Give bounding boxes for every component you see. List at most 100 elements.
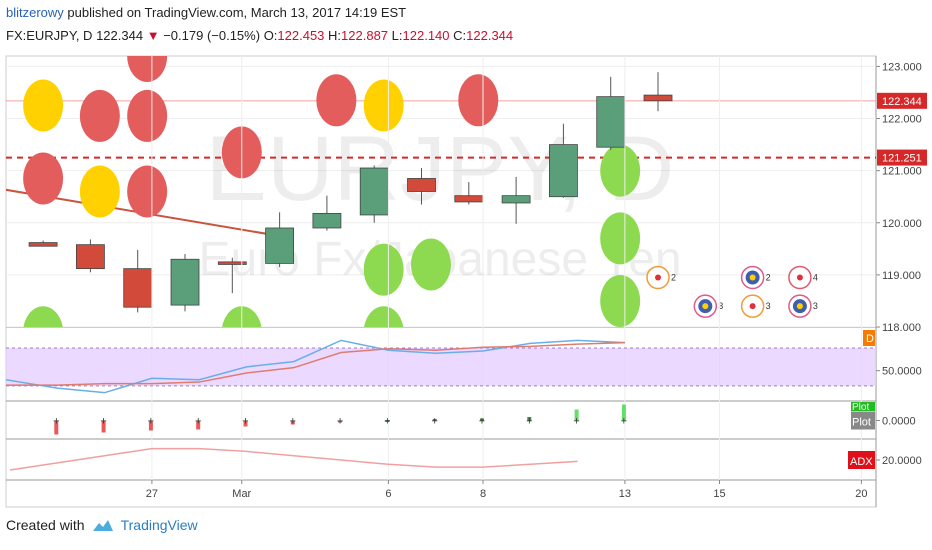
price-tick-label: 118.000 [882,322,921,334]
published-text: published on TradingView.com, March 13, … [67,5,407,20]
adx-badge: ADX [850,456,873,468]
candle-down [217,261,247,265]
histogram-bar [527,417,532,421]
candle-down [123,268,153,308]
created-with-text: Created with [6,517,85,533]
histogram-bar [385,420,390,422]
histogram-cross: + [526,416,532,428]
signal-dot-red [127,165,168,218]
plot-tick-label: 0.0000 [882,416,916,428]
histogram-bar [480,418,484,421]
adx-line [9,447,578,471]
histogram-bar [432,419,437,421]
candle-down [407,178,436,192]
price-change: −0.179 (−0.15%) [163,28,261,43]
plot-badge-gray-bg [851,411,875,430]
tradingview-cloud-icon [92,520,113,531]
time-tick-label: 20 [855,488,867,500]
histogram-cross: + [337,416,343,428]
event-marker-center-icon [749,303,756,310]
signal-dot-red [79,89,120,142]
rsi-tick-label: 50.0000 [882,366,922,378]
candle-up [501,195,531,204]
level-axis-label: 121.251 [882,153,922,165]
signal-dot-yellow [363,79,404,132]
price-tick-label: 121.000 [882,166,922,178]
candle-up [549,144,578,198]
time-tick-label: 8 [480,488,486,500]
signal-dot-red [316,74,357,127]
plot-badge-gray: Plot [852,417,871,429]
histogram-bar [574,409,579,421]
plot-badge-green: Plot [852,402,869,413]
change-down-icon: ▼ [146,28,160,43]
rsi-badge-bg [863,330,875,346]
event-marker-center-icon [702,303,709,310]
price-tick-label: 123.000 [882,61,922,73]
author-link[interactable]: blitzerowy [6,5,64,20]
tradingview-brand-link[interactable]: TradingView [120,517,198,533]
time-tick-label: 15 [713,488,725,500]
low-label: L: [391,28,403,43]
histogram-cross: + [148,416,154,428]
candle-up [359,167,389,216]
candle-up [170,258,200,306]
histogram-bar [290,420,295,425]
price-tick-label: 120.000 [882,218,922,230]
histogram-bar [148,420,153,431]
symbol-name[interactable]: FX:EURJPY, D [6,28,93,43]
high-value: 122.887 [341,28,389,43]
signal-dot-green [364,306,404,327]
symbol-legend: FX:EURJPY, D 122.344 ▼ −0.179 (−0.15%) O… [6,28,513,43]
candle-down [454,195,484,203]
histogram-bar [54,420,59,435]
signal-dot-green [600,212,641,265]
open-value: 122.453 [277,28,325,43]
histogram-cross: + [573,416,579,428]
last-price: 122.344 [96,28,144,43]
close-value: 122.344 [466,28,514,43]
histogram-cross: + [479,416,485,428]
adx-badge-bg [848,451,875,469]
event-marker-label: 3 [813,301,818,311]
histogram-bar [621,404,626,421]
time-tick-label: 13 [619,488,631,500]
signal-dot-green [410,238,451,291]
signal-dot-red [127,89,168,142]
candle-down [76,244,105,270]
event-marker-center-icon [796,274,803,281]
signal-dot-yellow [79,165,120,218]
last-price-axis-label-bg [877,92,927,109]
signal-dot-green [600,144,641,197]
candle-up [596,96,626,148]
event-marker-center-icon [749,274,756,281]
histogram-bar [338,420,343,423]
signal-dot-red [23,152,64,205]
histogram-bar [101,420,106,433]
time-tick-label: 6 [385,488,391,500]
low-value: 122.140 [402,28,450,43]
histogram-cross: + [195,416,201,428]
time-tick-label: Mar [232,488,251,500]
histogram-cross: + [53,416,59,428]
high-label: H: [328,28,342,43]
signal-dot-red [127,56,168,82]
event-marker-label: 3 [766,301,771,311]
histogram-cross: + [431,416,437,428]
histogram-cross: + [290,416,296,428]
time-tick-label: 27 [146,488,158,500]
rsi-series-line-1 [6,341,625,386]
rsi-badge: D [866,333,874,345]
histogram-cross: + [384,416,390,428]
publish-header: blitzerowy published on TradingView.com,… [6,5,406,20]
plot-badge-green-bg [851,402,875,411]
candle-up [312,212,342,229]
histogram-bar [243,420,248,427]
open-label: O: [263,28,278,43]
signal-dot-red [458,74,499,127]
level-axis-label-bg [877,149,927,166]
watermark-symbol: EURJPY, D [206,118,675,220]
event-marker-center-icon [655,274,662,281]
